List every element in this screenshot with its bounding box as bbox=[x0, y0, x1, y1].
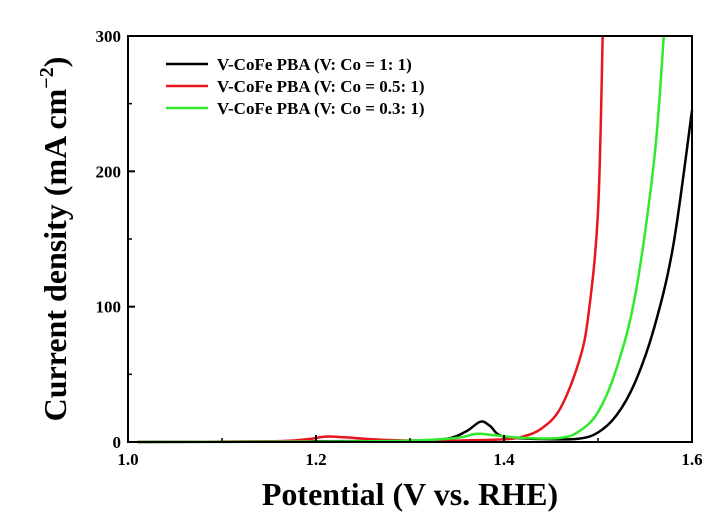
x-axis-label: Potential (V vs. RHE) bbox=[262, 476, 558, 512]
legend-label-0: V-CoFe PBA (V: Co = 1: 1) bbox=[217, 55, 412, 74]
y-tick-label: 300 bbox=[96, 27, 122, 46]
y-axis-label-close: ) bbox=[37, 57, 73, 68]
series-line-2 bbox=[137, 35, 666, 444]
y-axis-label: Current density (mA cm−2) bbox=[36, 57, 73, 422]
plot-frame bbox=[127, 35, 693, 443]
x-tick-label: 1.0 bbox=[117, 450, 138, 469]
y-tick-label: 100 bbox=[96, 298, 122, 317]
legend-label-2: V-CoFe PBA (V: Co = 0.3: 1) bbox=[217, 99, 425, 118]
y-axis-label-superscript: −2 bbox=[36, 67, 58, 88]
y-axis-label-main: Current density (mA cm bbox=[37, 88, 73, 421]
legend-label-1: V-CoFe PBA (V: Co = 0.5: 1) bbox=[217, 77, 425, 96]
y-axis-ticks: 0 100 200 300 bbox=[96, 27, 135, 452]
series-curves bbox=[137, 35, 694, 444]
x-axis-ticks: 1.0 1.2 1.4 1.6 bbox=[117, 435, 703, 469]
x-tick-label: 1.2 bbox=[305, 450, 326, 469]
x-tick-label: 1.4 bbox=[493, 450, 515, 469]
series-line-1 bbox=[137, 35, 604, 444]
y-tick-label: 0 bbox=[113, 433, 122, 452]
y-tick-label: 200 bbox=[96, 162, 122, 181]
legend: V-CoFe PBA (V: Co = 1: 1) V-CoFe PBA (V: … bbox=[166, 55, 425, 118]
x-tick-label: 1.6 bbox=[681, 450, 702, 469]
